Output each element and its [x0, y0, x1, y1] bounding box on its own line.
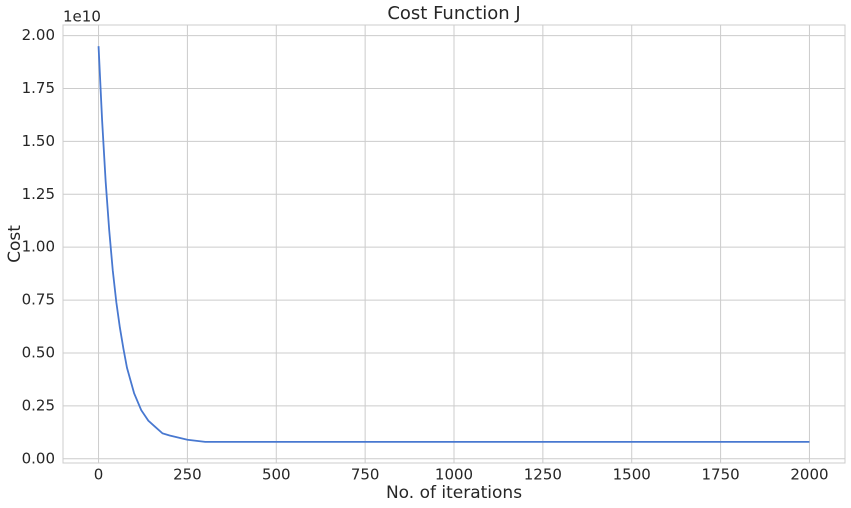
y-tick-label: 1.75 [22, 79, 55, 97]
chart-title: Cost Function J [387, 3, 520, 24]
x-tick-label: 1750 [701, 466, 739, 484]
x-tick-label: 0 [94, 466, 104, 484]
x-tick-label: 2000 [790, 466, 828, 484]
y-offset-label: 1e10 [63, 8, 101, 26]
y-tick-label: 0.25 [22, 396, 55, 414]
y-tick-label: 1.50 [22, 132, 55, 150]
y-tick-label: 1.25 [22, 185, 55, 203]
y-tick-label: 0.50 [22, 343, 55, 361]
y-axis-label: Cost [5, 225, 25, 263]
y-tick-label: 0.00 [22, 449, 55, 467]
line-series [97, 46, 810, 443]
x-tick-label: 1500 [613, 466, 651, 484]
y-tick-label: 0.75 [22, 291, 55, 309]
x-tick-label: 1250 [524, 466, 562, 484]
x-tick-label: 1000 [435, 466, 473, 484]
x-axis-label: No. of iterations [386, 483, 522, 503]
x-tick-label: 250 [173, 466, 202, 484]
y-tick-label: 1.00 [22, 238, 55, 256]
x-tick-label: 500 [262, 466, 291, 484]
x-tick-label: 750 [351, 466, 380, 484]
y-tick-label: 2.00 [22, 26, 55, 44]
